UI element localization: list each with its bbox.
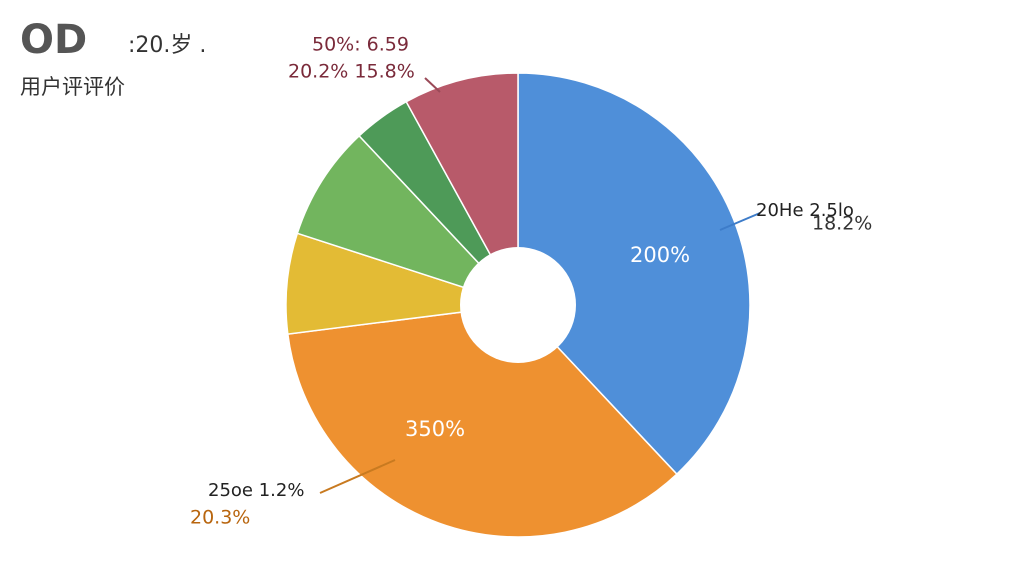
pie-slice (285, 232, 519, 335)
pie-slice (517, 72, 751, 476)
chart-subtitle: :20.岁 . (128, 33, 206, 58)
annotation: 20.2% 15.8% (288, 61, 415, 83)
annotation: 20.3% (190, 507, 250, 529)
annotation: 200% (630, 243, 690, 267)
pie (285, 72, 751, 538)
leader-line (319, 459, 396, 494)
annotation: 50%: 6.59 (312, 34, 409, 56)
pie-slice (286, 304, 678, 538)
donut-hole (460, 247, 576, 363)
annotation: 18.2% (812, 213, 872, 235)
annotation: 25oe 1.2% (208, 480, 304, 501)
pie-slice (405, 72, 519, 306)
annotation: 20He 2.5lo (756, 200, 854, 221)
leader-line (719, 212, 761, 231)
chart-title: OD (20, 17, 87, 63)
pie-slice (296, 134, 519, 306)
chart-label: 用户评评价 (20, 75, 125, 99)
annotation: 350% (405, 417, 465, 441)
leader-line (424, 77, 441, 93)
